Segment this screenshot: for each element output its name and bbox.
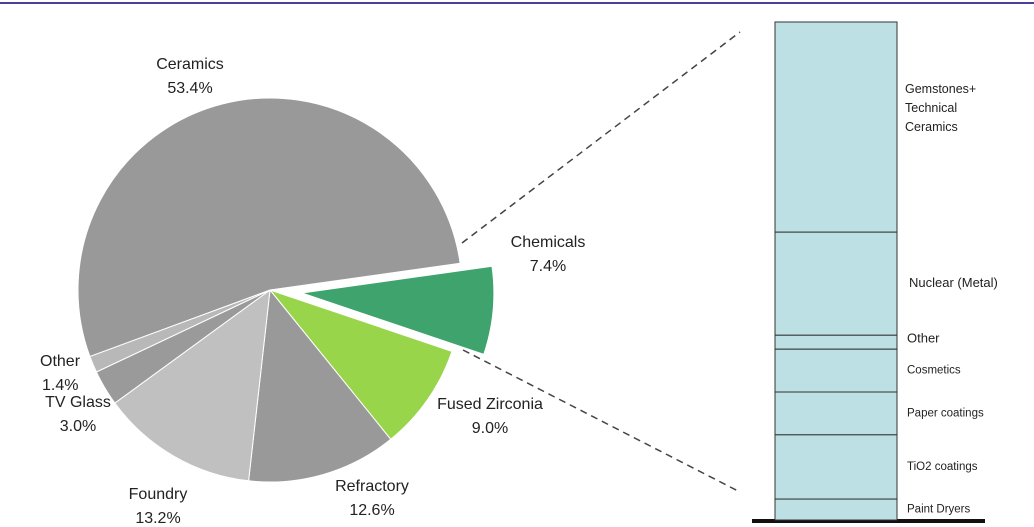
slice-value-label: 1.4%: [42, 377, 78, 394]
bar-segment: [774, 391, 898, 436]
connector-line: [461, 31, 741, 244]
slice-label: Foundry: [129, 486, 188, 503]
segment-label: Nuclear (Metal): [909, 275, 998, 290]
slice-value-label: 12.6%: [349, 502, 394, 519]
slice-value-label: 3.0%: [60, 418, 96, 435]
bar-segment: [774, 498, 898, 521]
pie-slice: [268, 288, 453, 440]
segment-label-box: Gemstones+ Technical Ceramics: [905, 82, 977, 134]
segment-label: TiO2 coatings: [907, 461, 978, 473]
bar-segment: [774, 231, 898, 336]
segment-label: Gemstones+ Technical Ceramics: [905, 82, 977, 134]
pie-slice: [77, 97, 461, 358]
segment-label: Other: [907, 331, 940, 346]
bar-segment: [774, 434, 898, 500]
bar-segment: [774, 21, 898, 233]
slice-label: Ceramics: [156, 56, 224, 73]
slice-label: Chemicals: [511, 234, 586, 251]
bar-segment: [774, 348, 898, 393]
bar-segment: [774, 334, 898, 350]
pie-slice: [114, 288, 271, 482]
segment-label: Paper coatings: [907, 407, 984, 419]
slice-value-label: 13.2%: [135, 510, 180, 527]
slice-label: Refractory: [335, 478, 409, 495]
pie-slice: [301, 265, 495, 355]
connector-line: [462, 349, 741, 493]
segment-label: Cosmetics: [907, 365, 961, 377]
slice-value-label: 53.4%: [167, 80, 212, 97]
slice-label: Other: [40, 353, 81, 370]
slice-value-label: 9.0%: [472, 420, 508, 437]
slice-value-label: 7.4%: [530, 258, 566, 275]
slice-label: Fused Zirconia: [437, 396, 543, 413]
slice-label: TV Glass: [45, 394, 111, 411]
segment-label: Paint Dryers: [907, 504, 971, 516]
pie-slice: [248, 288, 392, 483]
